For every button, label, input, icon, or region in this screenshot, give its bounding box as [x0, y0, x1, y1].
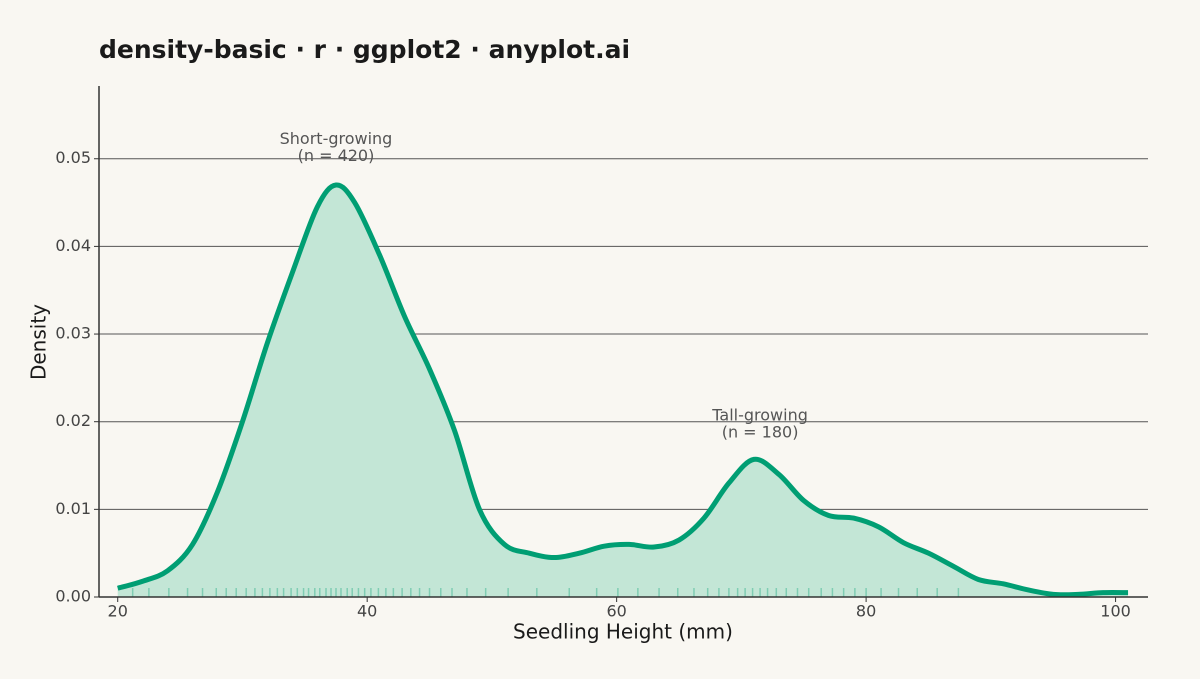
annotation: Short-growing — [280, 129, 393, 148]
y-tick-label: 0.03 — [55, 324, 91, 343]
y-axis-label: Density — [27, 304, 51, 380]
y-tick-label: 0.02 — [55, 411, 91, 430]
x-axis-label: Seedling Height (mm) — [513, 620, 733, 644]
y-tick-label: 0.04 — [55, 236, 91, 255]
x-tick-label: 100 — [1100, 602, 1131, 621]
y-tick-label: 0.01 — [55, 499, 91, 518]
x-tick-label: 20 — [108, 602, 128, 621]
annotation: (n = 420) — [298, 146, 375, 165]
x-tick-label: 60 — [606, 602, 626, 621]
annotation: Tall-growing — [711, 405, 808, 424]
x-tick-label: 40 — [357, 602, 377, 621]
density-area — [117, 184, 1129, 597]
chart-title: density-basic · r · ggplot2 · anyplot.ai — [99, 35, 630, 64]
density-line — [117, 182, 1129, 598]
x-tick-label: 80 — [856, 602, 876, 621]
annotation: (n = 180) — [722, 422, 799, 441]
y-tick-label: 0.00 — [55, 587, 91, 606]
y-tick-label: 0.05 — [55, 148, 91, 167]
